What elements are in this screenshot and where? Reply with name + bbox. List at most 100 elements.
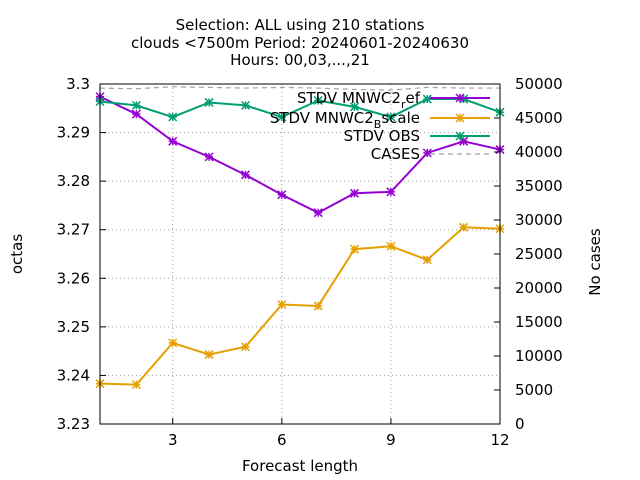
data-point-stdv-obs (204, 97, 214, 107)
legend-marker-stdv-mnwc2-ref (455, 93, 465, 103)
data-point-stdv-obs (277, 112, 287, 122)
series-lines (95, 92, 505, 390)
data-point-stdv-mnwc2-bscale (313, 301, 323, 311)
legend-subscript: r (401, 98, 406, 111)
y-axis-label: octas (8, 234, 26, 274)
marker-stroke (313, 208, 323, 218)
chart-title: Selection: ALL using 210 stations clouds… (131, 16, 469, 69)
marker-stroke (313, 95, 323, 106)
marker-stroke (277, 299, 287, 310)
data-point-stdv-mnwc2-ref (277, 190, 287, 200)
title-line-2: clouds <7500m Period: 20240601-20240630 (131, 34, 469, 52)
data-point-stdv-mnwc2-ref (422, 148, 432, 158)
x-tick-label: 9 (386, 431, 396, 449)
marker-stroke (455, 93, 465, 103)
marker-stroke (240, 170, 250, 180)
legend-label-stdv-obs: STDV OBS (344, 127, 420, 145)
legend-label-cases: CASES (371, 145, 420, 163)
marker-stroke (204, 97, 214, 107)
data-point-stdv-mnwc2-bscale (277, 299, 287, 310)
y2-tick-label: 0 (515, 415, 525, 433)
cases-series (99, 86, 500, 91)
legend-label-stdv-mnwc2-bscale: STDV MNWC2Bscale (270, 109, 420, 131)
data-point-stdv-mnwc2-ref (313, 208, 323, 218)
data-point-stdv-mnwc2-bscale (168, 338, 178, 348)
legend-marker-stdv-mnwc2-bscale (455, 113, 465, 123)
marker-stroke (459, 94, 469, 104)
marker-stroke (131, 380, 141, 390)
data-point-stdv-obs (422, 94, 432, 104)
y2-axis-label: No cases (586, 228, 604, 296)
data-point-stdv-mnwc2-ref (131, 109, 141, 119)
data-point-stdv-mnwc2-ref (386, 187, 396, 197)
legend-text: CASES (371, 145, 420, 163)
data-point-stdv-mnwc2-bscale (422, 255, 432, 265)
marker-stroke (168, 112, 178, 122)
marker-stroke (204, 350, 214, 360)
y2-tick-label: 15000 (515, 313, 563, 331)
marker-stroke (204, 152, 214, 162)
marker-stroke (277, 112, 287, 122)
y-tick-label: 3.3 (66, 75, 90, 93)
y2-tick-label: 10000 (515, 347, 563, 365)
series-line-stdv-obs (99, 98, 501, 119)
y2-tick-label: 5000 (515, 381, 553, 399)
legend-text: STDV MNWC2 (270, 109, 374, 127)
y2-tick-label: 50000 (515, 75, 563, 93)
y-tick-label: 3.23 (57, 415, 90, 433)
legend-subscript: B (374, 118, 382, 131)
marker-stroke (422, 255, 432, 265)
marker-stroke (131, 100, 141, 110)
series-stdv-mnwc2-ref (95, 92, 505, 218)
marker-stroke (455, 113, 465, 123)
title-line-1: Selection: ALL using 210 stations (176, 16, 425, 34)
legend-text: STDV MNWC2 (297, 89, 401, 107)
marker-stroke (455, 131, 465, 141)
marker-stroke (386, 187, 396, 197)
y2-tick-label: 20000 (515, 279, 563, 297)
data-point-stdv-obs (313, 95, 323, 106)
y-tick-label: 3.25 (57, 318, 90, 336)
data-point-stdv-mnwc2-bscale (131, 380, 141, 390)
title-line-3: Hours: 00,03,...,21 (230, 51, 370, 69)
data-point-stdv-obs (350, 102, 360, 112)
legend-tail: ef (405, 89, 420, 107)
marker-stroke (350, 188, 360, 198)
y-tick-label: 3.28 (57, 172, 90, 190)
data-point-stdv-mnwc2-bscale (386, 241, 396, 251)
data-point-stdv-mnwc2-ref (350, 188, 360, 198)
x-tick-label: 12 (490, 431, 509, 449)
x-tick-label: 3 (168, 431, 178, 449)
y2-tick-label: 25000 (515, 245, 563, 263)
marker-stroke (240, 342, 250, 352)
series-stdv-mnwc2-bscale (95, 222, 505, 390)
data-point-stdv-obs (131, 100, 141, 110)
series-line-stdv-mnwc2-ref (99, 95, 501, 214)
data-point-stdv-obs (386, 112, 396, 122)
data-point-stdv-mnwc2-bscale (350, 244, 360, 254)
x-axis-label: Forecast length (242, 457, 358, 475)
y-tick-label: 3.24 (57, 366, 90, 384)
marker-stroke (240, 100, 250, 110)
marker-stroke (422, 148, 432, 158)
marker-stroke (313, 301, 323, 311)
y2-tick-label: 45000 (515, 109, 563, 127)
data-point-stdv-obs (168, 112, 178, 122)
legend-marker-stdv-obs (455, 131, 465, 141)
y2-tick-label: 40000 (515, 143, 563, 161)
data-point-stdv-obs (240, 100, 250, 110)
axis-ticks: 3.23 3.24 3.25 3.26 3.27 3.28 3.29 3.3 0 5000 1000… (57, 75, 563, 449)
marker-stroke (386, 112, 396, 122)
series-line-stdv-mnwc2-bscale (99, 226, 501, 386)
data-point-stdv-mnwc2-bscale (459, 222, 469, 232)
x-tick-label: 6 (277, 431, 287, 449)
marker-stroke (350, 102, 360, 112)
y2-tick-label: 30000 (515, 211, 563, 229)
data-point-stdv-mnwc2-ref (240, 170, 250, 180)
marker-stroke (459, 136, 469, 146)
marker-stroke (131, 109, 141, 119)
y2-tick-label: 35000 (515, 177, 563, 195)
cases-line (99, 86, 500, 91)
